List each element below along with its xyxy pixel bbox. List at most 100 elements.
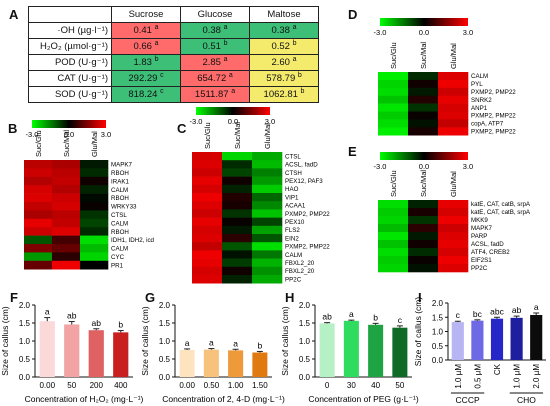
significance-label: a bbox=[349, 309, 354, 319]
heatmap-cell bbox=[52, 227, 81, 236]
gene-label: CALM bbox=[111, 187, 128, 194]
gene-label: IDH1, IDH2, icd bbox=[111, 237, 155, 244]
heatmap-column-label: Suc/Glu bbox=[389, 42, 398, 69]
heatmap-cell bbox=[378, 119, 409, 128]
heatmap-cell bbox=[80, 193, 109, 203]
heatmap-cell bbox=[438, 79, 469, 89]
scale-mid-label: 0.0 bbox=[419, 162, 429, 171]
heatmap-cell bbox=[408, 119, 439, 128]
significance-label: ab bbox=[322, 312, 332, 322]
chart-content: 0.0 0.5 1.0 1.5 2.0 Size of callus (cm) ab 0 a 30… bbox=[280, 301, 419, 404]
heatmap-cell bbox=[52, 193, 81, 203]
panel-letter-g: G bbox=[145, 290, 156, 305]
heatmap-cell bbox=[24, 202, 53, 211]
heatmap-cell bbox=[378, 79, 409, 89]
heatmap-cell bbox=[408, 208, 439, 217]
heatmap-cell bbox=[222, 242, 253, 251]
x-tick-label: 0.5 µM bbox=[473, 364, 482, 389]
y-tick-label: 0.0 bbox=[432, 356, 444, 365]
y-tick-label: 1.5 bbox=[159, 319, 171, 328]
heatmap-column-label: Glu/Mal bbox=[263, 123, 272, 149]
gene-label: katE, CAT, catB, srpA bbox=[471, 209, 531, 216]
cell-value: 0.66 bbox=[133, 41, 152, 52]
cell-value: 0.41 bbox=[133, 25, 152, 36]
significance-label: bc bbox=[473, 309, 483, 319]
gene-label: ACAA1 bbox=[285, 203, 306, 210]
heatmap-cell bbox=[24, 160, 53, 169]
significance-label: a bbox=[45, 307, 50, 317]
heatmap-cell bbox=[192, 168, 223, 177]
heatmap-cell bbox=[408, 200, 439, 209]
heatmap-cell bbox=[378, 127, 409, 136]
bar-chart-g: 0.0 0.5 1.0 1.5 2.0 Size of callus (cm) a 0.00 a… bbox=[140, 301, 285, 404]
significance-letter: b bbox=[223, 39, 228, 47]
table-cell: 292.29 c bbox=[111, 70, 181, 87]
heatmap-cell bbox=[378, 208, 409, 217]
gene-label: FBXL2_20 bbox=[285, 268, 315, 275]
x-tick-label: 1.0 µM bbox=[513, 364, 522, 389]
heatmap-cell bbox=[52, 202, 81, 211]
heatmap-cell bbox=[252, 258, 283, 268]
chart-content: 0.0 0.5 1.0 1.5 2.0 Size of callus (cm) c 1.0 µ… bbox=[413, 297, 546, 405]
heatmap-cell bbox=[52, 260, 81, 270]
significance-label: b bbox=[373, 312, 378, 322]
table-cell: 0.66 a bbox=[111, 38, 181, 55]
panel-letter-i: I bbox=[418, 290, 422, 305]
heatmap-cell bbox=[408, 103, 439, 112]
heatmap-cell bbox=[222, 168, 253, 177]
heatmap-cell bbox=[222, 184, 253, 194]
heatmap-cell bbox=[52, 210, 81, 220]
x-tick-label: 1.00 bbox=[228, 381, 244, 390]
significance-label: abc bbox=[490, 306, 504, 316]
bar bbox=[88, 330, 104, 377]
significance-letter: b bbox=[292, 39, 297, 47]
heatmap-cell bbox=[192, 160, 223, 169]
heatmap-column-label: Suc/Mal bbox=[62, 130, 71, 157]
heatmap-cell bbox=[408, 224, 439, 233]
heatmap-cell bbox=[24, 210, 53, 220]
y-tick-label: 1.0 bbox=[299, 337, 311, 346]
heatmap-cell bbox=[80, 176, 109, 186]
heatmap-cell bbox=[24, 176, 53, 186]
bar-chart-f: 0.0 0.5 1.0 1.5 2.0 Size of callus (cm) a 0.00 a… bbox=[0, 301, 144, 404]
heatmap-column-label: Glu/Mal bbox=[449, 171, 458, 197]
heatmap-content: -3.0 0.0 3.0 Suc/Glu Suc/Mal Glu/Mal CTSL ACSL,… bbox=[190, 107, 330, 284]
cell-value: 0.52 bbox=[271, 41, 290, 52]
heatmap-cell bbox=[408, 72, 439, 81]
gene-label: CALM bbox=[111, 246, 128, 253]
heatmap-column-label: Suc/Glu bbox=[389, 170, 398, 197]
heatmap-cell bbox=[438, 208, 469, 217]
heatmap-column-label: Glu/Mal bbox=[90, 131, 99, 157]
cell-value: 0.38 bbox=[202, 25, 221, 36]
bar bbox=[64, 324, 80, 377]
heatmap-cell bbox=[378, 224, 409, 233]
significance-letter: c bbox=[160, 87, 164, 95]
heatmap-cell bbox=[222, 160, 253, 169]
table-cell: 0.52 b bbox=[249, 38, 319, 55]
heatmap-column-label: Suc/Glu bbox=[203, 122, 212, 149]
heatmap-cell bbox=[222, 250, 253, 259]
heatmap-column-label: Suc/Glu bbox=[34, 130, 43, 157]
significance-letter: a bbox=[154, 39, 159, 47]
heatmap-cell bbox=[52, 168, 81, 178]
heatmap-cell bbox=[52, 185, 81, 194]
heatmap-cell bbox=[438, 87, 469, 96]
column-header-maltose: Maltose bbox=[249, 6, 319, 23]
heatmap-cell bbox=[222, 258, 253, 268]
heatmap-cell bbox=[408, 240, 439, 249]
x-axis-label: Concentration of PEG (g·L⁻¹) bbox=[308, 394, 418, 404]
x-axis-label: Concentration of H₂O₂ (mg·L⁻¹) bbox=[25, 394, 144, 404]
heatmap-content: -3.0 0.0 3.0 Suc/Glu Suc/Mal Glu/Mal katE, CAT… bbox=[374, 152, 531, 273]
heatmap-cell bbox=[192, 234, 223, 243]
scale-max-label: 3.0 bbox=[101, 130, 111, 139]
bar bbox=[39, 321, 55, 377]
chart-content: 0.0 0.5 1.0 1.5 2.0 Size of callus (cm) a 0.00 a… bbox=[0, 301, 144, 404]
heatmap-cell bbox=[80, 168, 109, 178]
row-label: ·OH (µg·l⁻¹) bbox=[28, 22, 112, 39]
y-axis-label: Size of callus (cm) bbox=[0, 306, 10, 376]
x-tick-label: 0 bbox=[325, 381, 330, 390]
heatmap-cell bbox=[222, 152, 253, 161]
table-row: POD (U·g⁻¹) 1.83 b 2.85 a 2.60 a bbox=[28, 54, 319, 71]
y-tick-label: 2.0 bbox=[159, 301, 171, 310]
